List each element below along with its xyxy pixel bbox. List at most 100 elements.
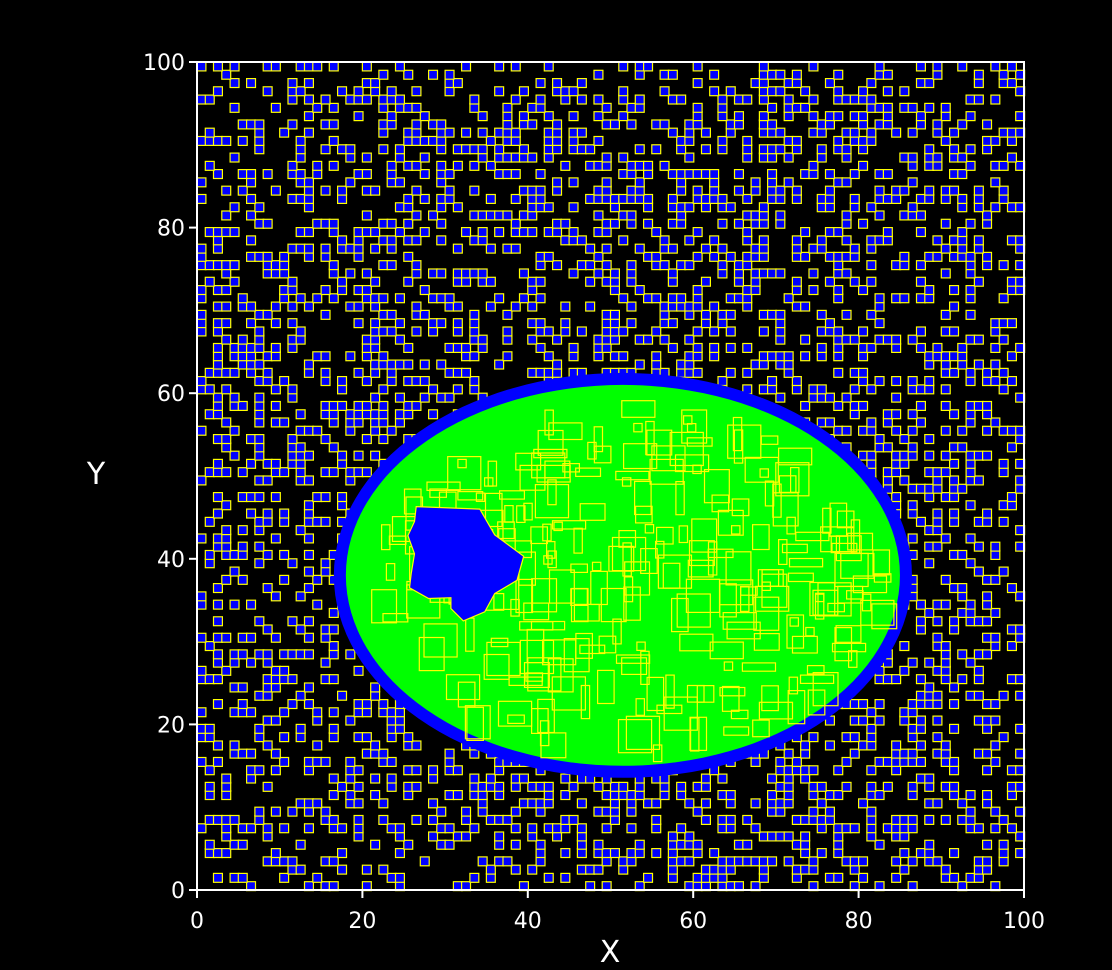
medium-cell (733, 169, 744, 180)
blob-cell (562, 463, 581, 473)
medium-cell (717, 309, 728, 320)
medium-cell (461, 342, 472, 353)
medium-cell (634, 285, 645, 296)
medium-cell (601, 260, 612, 271)
medium-cell (568, 144, 579, 155)
medium-cell (477, 342, 488, 353)
medium-cell (527, 202, 538, 213)
medium-cell (221, 574, 232, 585)
medium-cell (833, 69, 844, 80)
medium-cell (221, 533, 232, 544)
medium-cell (303, 450, 314, 461)
medium-cell (882, 475, 893, 486)
blob-cell (670, 597, 689, 633)
medium-cell (270, 856, 281, 867)
medium-cell (320, 516, 331, 527)
medium-cell (808, 61, 819, 72)
medium-cell (907, 781, 918, 792)
medium-cell (957, 607, 968, 618)
medium-cell (667, 69, 678, 80)
medium-cell (725, 342, 736, 353)
medium-cell (535, 94, 546, 105)
medium-cell (403, 193, 414, 204)
medium-cell (642, 61, 654, 72)
medium-cell (411, 135, 422, 146)
medium-cell (990, 376, 1001, 387)
medium-cell (320, 251, 331, 262)
medium-cell (361, 210, 372, 221)
medium-cell (287, 276, 298, 287)
medium-cell (882, 334, 893, 345)
medium-cell (328, 135, 339, 146)
medium-cell (857, 872, 869, 883)
medium-cell (469, 823, 480, 834)
medium-cell (990, 135, 1001, 146)
medium-cell (212, 301, 223, 312)
medium-cell (651, 144, 662, 155)
medium-cell (857, 135, 869, 146)
medium-cell (899, 640, 910, 652)
medium-cell (742, 367, 753, 378)
medium-cell (502, 111, 513, 122)
medium-cell (353, 781, 364, 792)
medium-cell (618, 94, 629, 105)
medium-cell (676, 210, 687, 221)
x-tick-label: 80 (845, 909, 873, 934)
medium-cell (932, 690, 943, 701)
blob-cell (764, 480, 775, 507)
medium-cell (775, 798, 786, 809)
blob-cell (777, 447, 813, 466)
medium-cell (237, 359, 248, 370)
medium-cell (444, 748, 455, 759)
medium-cell (494, 839, 505, 850)
medium-cell (874, 789, 885, 801)
medium-cell (270, 268, 281, 279)
medium-cell (924, 690, 935, 701)
blob-cell (615, 470, 650, 481)
blob-cell (814, 593, 825, 620)
medium-cell (882, 102, 893, 113)
medium-cell (874, 119, 885, 130)
medium-cell (667, 268, 678, 279)
medium-cell (212, 649, 223, 660)
medium-cell (246, 77, 257, 89)
medium-cell (212, 61, 223, 72)
medium-cell (667, 293, 678, 304)
medium-cell (527, 864, 538, 875)
medium-cell (518, 111, 529, 122)
medium-cell (899, 210, 910, 221)
medium-cell (924, 376, 935, 387)
medium-cell (973, 616, 984, 627)
medium-cell (535, 169, 546, 180)
medium-cell (841, 177, 852, 188)
medium-cell (948, 235, 960, 246)
medium-cell (212, 367, 223, 378)
medium-cell (973, 235, 984, 246)
medium-cell (866, 342, 877, 353)
medium-cell (924, 152, 935, 163)
medium-cell (709, 235, 720, 246)
medium-cell (394, 318, 405, 329)
medium-cell (833, 823, 844, 834)
medium-cell (634, 334, 645, 345)
medium-cell (891, 756, 902, 767)
medium-cell (651, 359, 662, 370)
medium-cell (535, 193, 546, 204)
medium-cell (907, 856, 918, 867)
medium-cell (403, 276, 414, 287)
medium-cell (676, 839, 687, 850)
medium-cell (403, 839, 414, 850)
medium-cell (948, 723, 960, 734)
medium-cell (866, 425, 877, 436)
medium-cell (940, 740, 951, 751)
medium-cell (221, 549, 232, 560)
medium-cell (775, 318, 786, 329)
medium-cell (378, 235, 389, 246)
medium-cell (320, 558, 331, 569)
medium-cell (824, 740, 835, 751)
medium-cell (196, 309, 207, 320)
medium-cell (461, 61, 472, 72)
medium-cell (891, 409, 902, 420)
medium-cell (337, 500, 348, 511)
medium-cell (791, 235, 802, 246)
